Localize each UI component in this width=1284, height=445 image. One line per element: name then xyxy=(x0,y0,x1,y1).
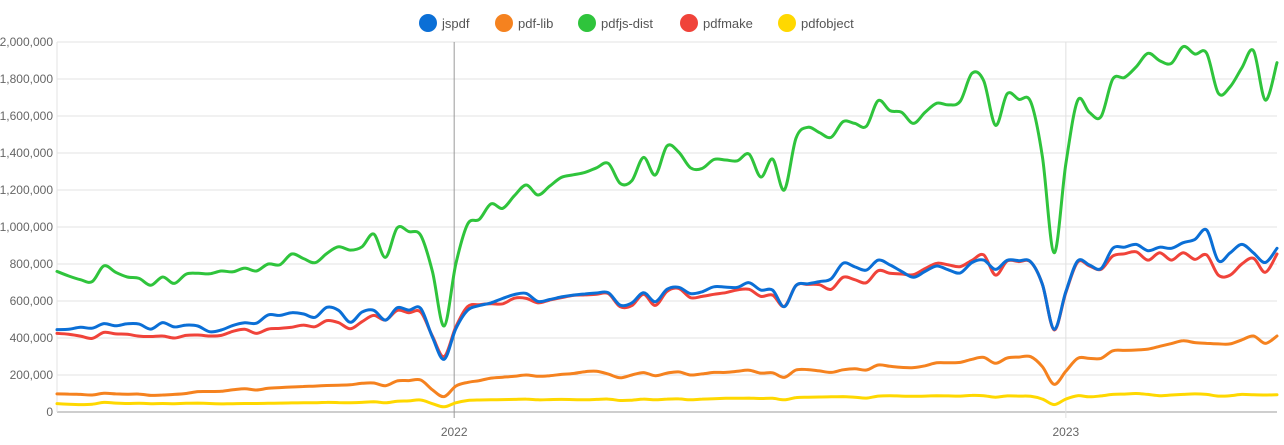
legend-item-pdfjs-dist: pdfjs-dist xyxy=(578,14,653,32)
series-line-jspdf xyxy=(55,227,1279,361)
y-tick-label: 2,000,000 xyxy=(0,35,53,49)
y-tick-label: 1,000,000 xyxy=(0,220,53,234)
legend-label: jspdf xyxy=(441,16,470,31)
series-line-pdf-lib xyxy=(55,334,1279,399)
y-tick-label: 600,000 xyxy=(10,294,54,308)
legend-label: pdfobject xyxy=(801,16,854,31)
legend-item-pdf-lib: pdf-lib xyxy=(495,14,553,32)
y-tick-label: 200,000 xyxy=(10,368,54,382)
legend-label: pdfjs-dist xyxy=(601,16,653,31)
legend-item-jspdf: jspdf xyxy=(419,14,470,32)
series-lines xyxy=(55,44,1279,409)
series-line-pdfjs-dist xyxy=(55,44,1279,328)
legend-swatch xyxy=(495,14,513,32)
x-tick-label: 2022 xyxy=(441,425,468,439)
legend-swatch xyxy=(419,14,437,32)
y-tick-label: 400,000 xyxy=(10,331,54,345)
y-tick-label: 800,000 xyxy=(10,257,54,271)
x-axis: 2022 2023 xyxy=(441,425,1080,439)
y-tick-label: 0 xyxy=(46,405,53,419)
legend-swatch xyxy=(778,14,796,32)
series-line-pdfobject xyxy=(55,391,1279,409)
legend: jspdf pdf-lib pdfjs-dist pdfmake pdfobject xyxy=(419,14,854,32)
grid xyxy=(56,41,1277,418)
legend-swatch xyxy=(680,14,698,32)
y-tick-label: 1,600,000 xyxy=(0,109,53,123)
y-axis: 0 200,000 400,000 600,000 800,000 1,000,000 1,… xyxy=(0,35,53,419)
legend-item-pdfobject: pdfobject xyxy=(778,14,854,32)
legend-label: pdfmake xyxy=(703,16,753,31)
legend-item-pdfmake: pdfmake xyxy=(680,14,753,32)
y-tick-label: 1,400,000 xyxy=(0,146,53,160)
x-tick-label: 2023 xyxy=(1052,425,1079,439)
y-tick-label: 1,800,000 xyxy=(0,72,53,86)
legend-swatch xyxy=(578,14,596,32)
y-tick-label: 1,200,000 xyxy=(0,183,53,197)
legend-label: pdf-lib xyxy=(518,16,553,31)
